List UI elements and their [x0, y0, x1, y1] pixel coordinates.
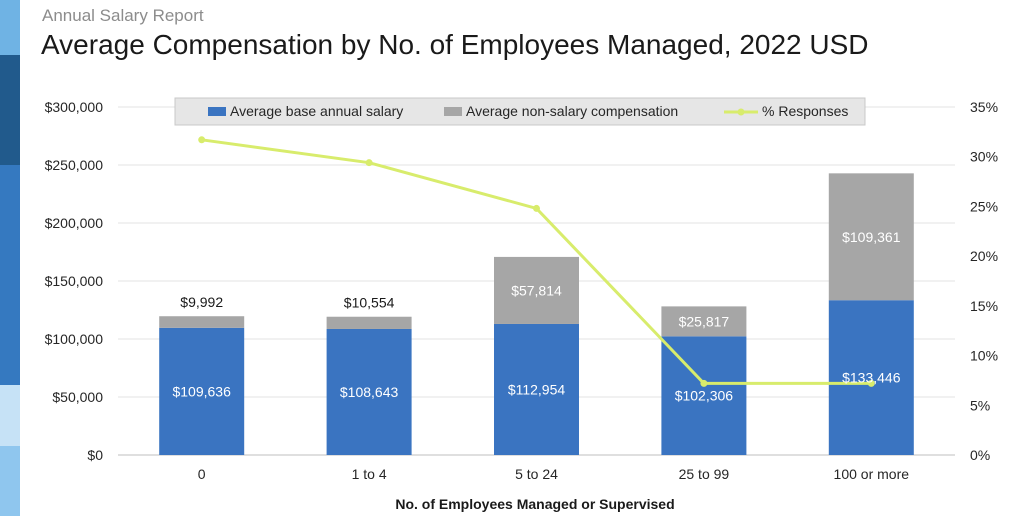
responses-point	[867, 379, 875, 387]
y2-tick-label: 0%	[970, 447, 990, 463]
side-band-mid	[0, 165, 20, 385]
x-tick-label: 100 or more	[834, 466, 910, 482]
bar-base-salary	[326, 328, 412, 455]
data-labels: $109,636 $9,992 $108,643 $10,554 $112,954 $57…	[172, 229, 900, 404]
data-label-base: $102,306	[675, 388, 734, 404]
legend-label-non-salary: Average non-salary compensation	[466, 103, 678, 119]
side-band-bottom	[0, 446, 20, 516]
data-label-base: $108,643	[340, 384, 399, 400]
responses-line	[198, 136, 875, 387]
y-tick-label: $50,000	[52, 389, 103, 405]
y2-tick-label: 35%	[970, 99, 998, 115]
responses-point	[533, 204, 540, 212]
bars	[159, 173, 914, 455]
report-subtitle: Annual Salary Report	[42, 6, 204, 25]
y-tick-label: $200,000	[45, 215, 104, 231]
legend-label-base: Average base annual salary	[230, 103, 403, 119]
y2-tick-label: 5%	[970, 397, 990, 413]
data-label-non-salary: $25,817	[679, 313, 730, 329]
bar-non-salary	[828, 173, 914, 301]
legend-swatch-base	[208, 107, 226, 116]
x-tick-label: 25 to 99	[679, 466, 730, 482]
bar-non-salary	[159, 316, 245, 328]
responses-point	[365, 159, 373, 167]
bar-non-salary	[494, 256, 579, 324]
y-tick-label: $0	[87, 447, 103, 463]
y2-tick-label: 10%	[970, 348, 998, 364]
side-band-light	[0, 385, 20, 446]
data-label-base: $109,636	[172, 383, 231, 399]
side-band-dark	[0, 55, 20, 165]
responses-point	[198, 136, 206, 144]
data-label-non-salary: $9,992	[180, 294, 223, 310]
x-axis-title: No. of Employees Managed or Supervised	[395, 496, 674, 512]
bar-base-salary	[828, 300, 914, 455]
y2-tick-label: 25%	[970, 198, 998, 214]
x-tick-label: 5 to 24	[515, 466, 558, 482]
data-label-non-salary: $10,554	[344, 295, 395, 311]
x-tick-label: 1 to 4	[352, 466, 387, 482]
chart-title: Average Compensation by No. of Employees…	[41, 29, 869, 60]
y2-tick-label: 20%	[970, 248, 998, 264]
bar-base-salary	[159, 327, 245, 455]
side-band-top	[0, 0, 20, 55]
legend: Average base annual salary Average non-sa…	[174, 97, 866, 126]
legend-label-responses: % Responses	[762, 103, 848, 119]
axes: $0 $50,000 $100,000 $150,000 $200,000 $250,00…	[45, 99, 998, 482]
y-tick-label: $250,000	[45, 157, 104, 173]
y-tick-label: $300,000	[45, 99, 104, 115]
y2-tick-label: 15%	[970, 298, 998, 314]
x-tick-label: 0	[198, 466, 206, 482]
responses-point	[700, 379, 708, 387]
y-tick-label: $150,000	[45, 273, 104, 289]
data-label-base: $112,954	[508, 381, 566, 397]
y2-tick-label: 30%	[970, 149, 998, 165]
bar-non-salary	[661, 306, 747, 337]
legend-swatch-marker	[737, 108, 745, 116]
data-label-base: $133,446	[842, 370, 901, 386]
bar-non-salary	[326, 316, 412, 329]
y-tick-label: $100,000	[45, 331, 104, 347]
bar-base-salary	[494, 323, 579, 455]
legend-swatch-non-salary	[444, 107, 462, 116]
data-label-non-salary: $109,361	[842, 229, 901, 245]
bar-base-salary	[661, 336, 747, 455]
data-label-non-salary: $57,814	[511, 282, 562, 298]
